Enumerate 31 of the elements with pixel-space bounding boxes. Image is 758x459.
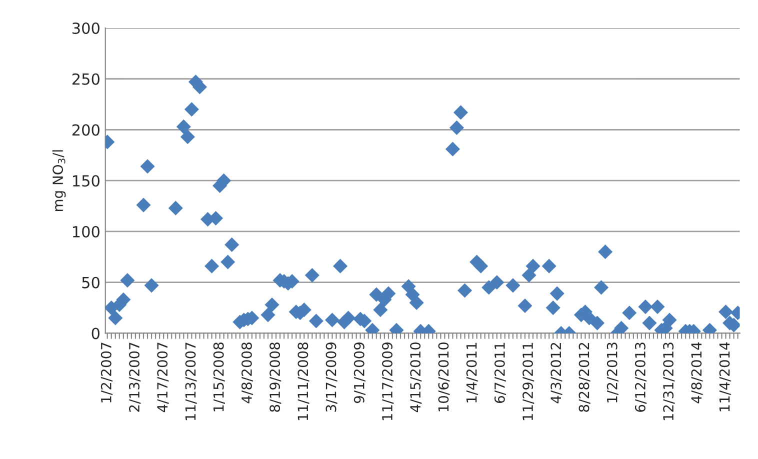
y-tick-label: 0 <box>92 328 100 340</box>
x-tick-label: 1/15/2008 <box>213 342 225 412</box>
y-tick-label: 100 <box>73 226 100 238</box>
x-tick-label: 8/28/2012 <box>578 342 590 412</box>
x-tick-label: 11/4/2014 <box>719 342 731 412</box>
y-tick-label: 300 <box>72 22 100 34</box>
x-tick-label: 11/13/2007 <box>185 342 197 420</box>
x-tick-label: 4/8/2014 <box>691 342 703 404</box>
y-tick-label: 50 <box>82 276 100 288</box>
x-tick-label: 2/13/2007 <box>129 342 141 412</box>
x-tick-label: 12/31/2013 <box>663 342 675 420</box>
x-tick-label: 1/2/2007 <box>100 342 112 402</box>
x-tick-label: 11/11/2008 <box>298 342 310 420</box>
x-tick-label: 6/7/2011 <box>494 342 506 403</box>
x-tick-label: 8/19/2008 <box>270 342 282 412</box>
x-tick-label: 4/15/2010 <box>410 342 422 412</box>
x-tick-label: 1/2/2013 <box>606 342 618 402</box>
x-tick-label: 3/17/2009 <box>326 342 338 412</box>
y-tick-label: 250 <box>72 73 100 85</box>
x-tick-label: 11/29/2011 <box>522 342 534 420</box>
y-tick-label: 200 <box>72 124 100 136</box>
x-tick-label: 10/6/2010 <box>438 342 450 412</box>
x-tick-label: 9/1/2009 <box>354 342 366 404</box>
y-axis-title: mg NO$_{3}$/l <box>52 150 66 212</box>
y-tick-label: 150 <box>73 175 100 187</box>
x-tick-label: 4/3/2012 <box>550 342 562 404</box>
x-tick-label: 11/17/2009 <box>382 342 394 420</box>
x-tick-label: 4/8/2008 <box>241 342 254 404</box>
x-tick-label: 4/17/2007 <box>157 342 169 412</box>
x-tick-label: 1/4/2011 <box>466 342 478 402</box>
x-tick-label: 6/12/2013 <box>634 342 647 412</box>
